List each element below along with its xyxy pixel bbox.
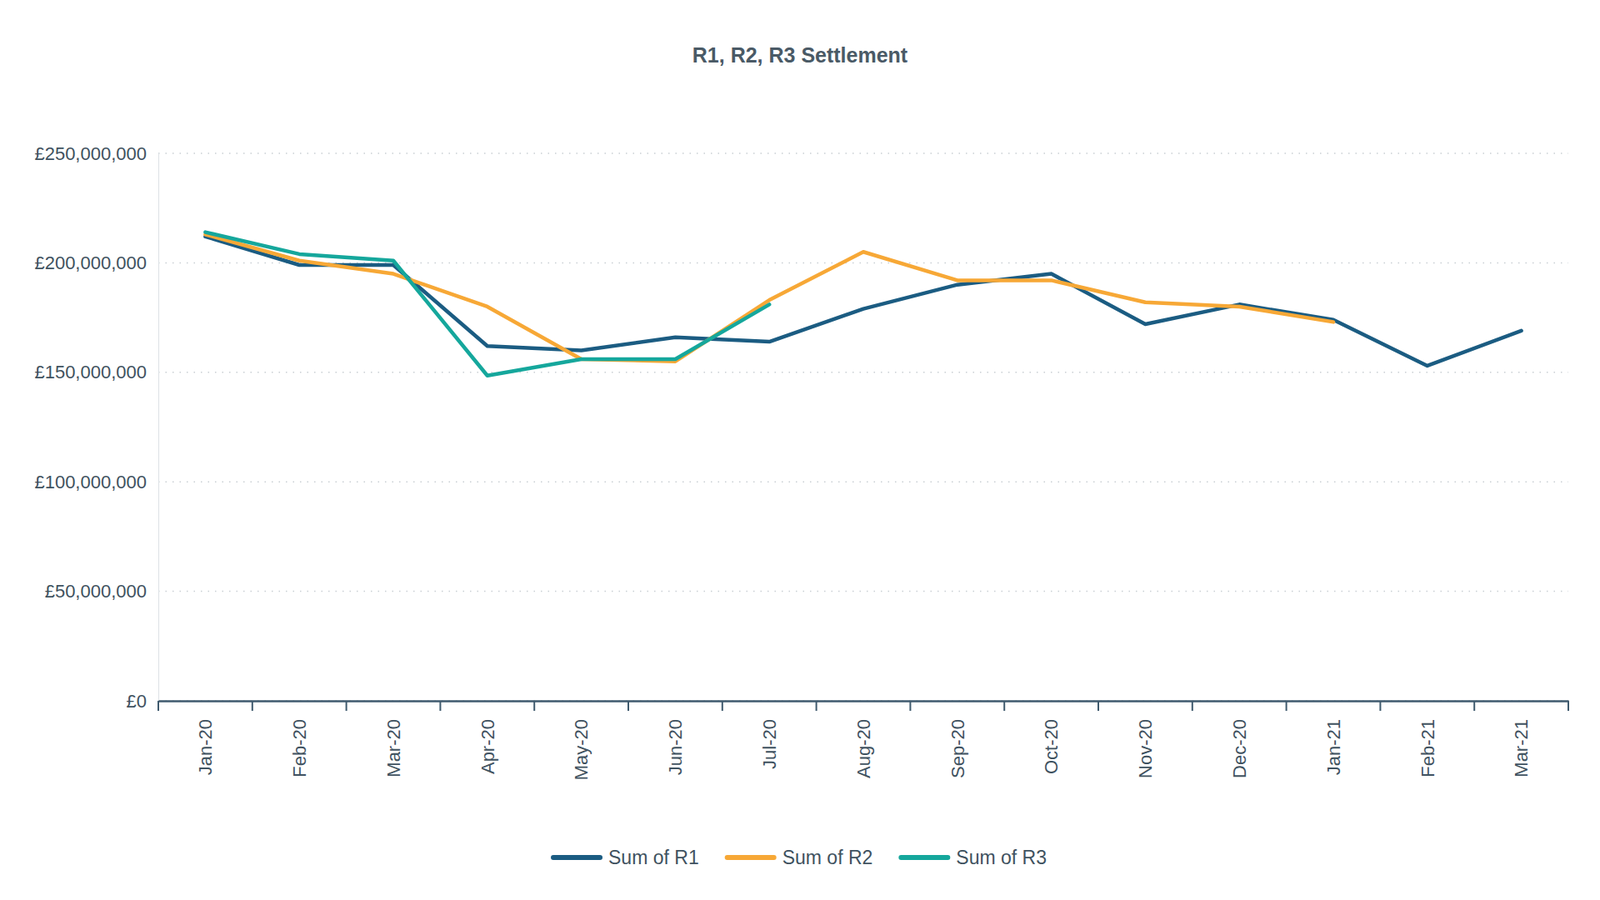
x-tick: Aug-20 [853, 700, 875, 779]
y-tick: £50,000,000 [45, 580, 159, 602]
y-tick: £250,000,000 [34, 143, 159, 165]
plot: £0 £50,000,000 £100,000,000 £150,000,000 £20… [34, 143, 1569, 781]
y-axis-line [158, 154, 160, 702]
category-divider [345, 700, 348, 711]
category-divider [251, 700, 254, 711]
y-tick-label: £250,000,000 [34, 143, 147, 165]
y-tick-label: £0 [126, 690, 147, 712]
y-tick: £100,000,000 [34, 471, 159, 493]
x-tick-label: Dec-20 [1229, 719, 1250, 779]
category-divider [1567, 700, 1570, 711]
x-axis-line [159, 700, 1570, 703]
category-divider [909, 700, 911, 711]
series-line [205, 234, 1334, 361]
legend: Sum of R1 Sum of R2 Sum of R3 [553, 846, 1047, 869]
legend-item: Sum of R1 [553, 846, 700, 869]
x-tick: Jul-20 [759, 700, 780, 770]
category-divider [439, 700, 441, 711]
x-tick: Oct-20 [1040, 700, 1062, 775]
x-tick-label: Mar-20 [383, 719, 405, 778]
series-line [205, 236, 1521, 366]
category-divider [815, 700, 818, 711]
y-tick-label: £50,000,000 [45, 580, 147, 602]
category-divider [1097, 700, 1100, 711]
x-tick: Feb-20 [289, 700, 310, 778]
series-lines [205, 232, 1521, 376]
legend-swatch [727, 855, 775, 860]
x-tick: May-20 [570, 700, 592, 780]
category-divider [627, 700, 630, 711]
grid-line [158, 700, 1569, 702]
category-divider [721, 700, 724, 711]
legend-item: Sum of R3 [900, 846, 1047, 869]
x-tick: Apr-20 [477, 700, 499, 775]
category-divider [533, 700, 535, 711]
x-tick: Mar-21 [1510, 700, 1532, 778]
x-tick-label: Jan-21 [1323, 719, 1345, 775]
grid [158, 153, 1569, 701]
legend-swatch [900, 855, 948, 860]
x-tick: Jan-21 [1323, 700, 1345, 775]
x-tick: Feb-21 [1417, 700, 1439, 778]
grid-line [158, 371, 1569, 374]
y-tick-label: £100,000,000 [34, 471, 147, 493]
x-tick-label: Mar-21 [1510, 719, 1532, 778]
legend-label: Sum of R3 [955, 846, 1047, 869]
category-divider [157, 700, 160, 711]
y-tick-label: £150,000,000 [34, 361, 147, 383]
x-tick: Nov-20 [1135, 700, 1156, 779]
x-tick: Dec-20 [1229, 700, 1250, 779]
grid-line [158, 480, 1569, 483]
title: R1, R2, R3 Settlement [692, 43, 909, 67]
legend-swatch [553, 855, 600, 860]
x-tick-label: Apr-20 [477, 719, 499, 775]
x-tick-label: Nov-20 [1135, 719, 1156, 779]
x-tick: Sep-20 [947, 700, 969, 779]
x-tick-label: Jan-20 [195, 719, 216, 775]
x-tick-label: Jul-20 [759, 719, 780, 770]
grid-line [158, 590, 1569, 593]
category-divider [1191, 700, 1194, 711]
series-line [205, 232, 770, 376]
x-tick-label: Oct-20 [1040, 719, 1062, 775]
legend-label: Sum of R2 [782, 846, 874, 869]
y-tick: £200,000,000 [34, 252, 159, 274]
y-tick-label: £200,000,000 [34, 252, 147, 274]
legend-item: Sum of R2 [727, 846, 874, 869]
x-tick-label: Jun-20 [665, 719, 686, 775]
y-tick: £0 [126, 690, 159, 712]
category-divider [1379, 700, 1381, 711]
x-tick: Jun-20 [665, 700, 686, 775]
category-dividers [158, 700, 1569, 711]
y-axis: £0 £50,000,000 £100,000,000 £150,000,000 £20… [34, 143, 159, 712]
x-tick: Jan-20 [195, 700, 216, 775]
category-divider [1473, 700, 1475, 711]
grid-line [158, 152, 1569, 155]
x-tick-label: Sep-20 [947, 719, 969, 779]
chart: R1, R2, R3 Settlement £0 £50,000,000 £100,0… [0, 0, 1600, 900]
x-tick-label: Feb-20 [289, 719, 310, 778]
x-tick-label: May-20 [570, 719, 592, 780]
legend-label: Sum of R1 [608, 846, 700, 869]
x-tick-label: Aug-20 [853, 719, 875, 779]
category-divider [1285, 700, 1288, 711]
x-tick-label: Feb-21 [1417, 719, 1439, 778]
y-tick: £150,000,000 [34, 361, 159, 383]
category-divider [1003, 700, 1005, 711]
x-axis: Jan-20 Feb-20 Mar-20 Apr-20 May-20 Jun-20 Jul-… [158, 700, 1570, 780]
x-tick: Mar-20 [383, 700, 405, 778]
